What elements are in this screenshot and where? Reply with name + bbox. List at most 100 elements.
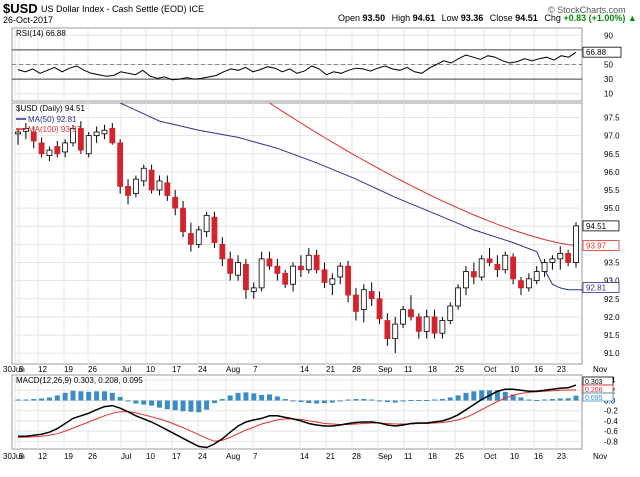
macd-histogram-bar [125, 400, 131, 402]
macd-histogram-bar [219, 398, 225, 401]
rsi-tick-label: 30 [604, 75, 613, 84]
macd-tick-label: -0.2 [604, 407, 618, 416]
macd-histogram-bar [424, 400, 430, 402]
candle-down [368, 291, 375, 300]
candle-up [423, 316, 430, 332]
candle-down [211, 216, 218, 243]
x-tick-label-bottom: 24 [198, 452, 207, 461]
ma50-badge-label: 92.81 [586, 284, 607, 293]
macd-histogram-bar [557, 398, 563, 401]
rsi-legend: RSI(14) 66.88 [16, 29, 66, 38]
price-tick-label: 97.5 [604, 114, 620, 123]
candle-up [85, 135, 92, 155]
chg-value: +0.83 (+1.00%) [563, 13, 626, 23]
candle-up [502, 254, 509, 271]
x-tick-label: Jul [121, 365, 131, 374]
x-tick-label: 23 [557, 365, 566, 374]
macd-histogram-bar [70, 390, 76, 401]
candle-down [376, 298, 383, 320]
candle-up [235, 262, 241, 276]
candle-down [384, 320, 391, 340]
x-tick-label-bottom: Oct [484, 452, 497, 461]
candle-up [305, 254, 312, 271]
macd-histogram-bar [172, 400, 178, 411]
candle-up [463, 271, 469, 289]
macd-histogram-bar [369, 399, 375, 401]
low-value: 93.36 [460, 13, 484, 23]
x-tick-label-bottom: 10 [146, 452, 155, 461]
candle-up [93, 131, 100, 137]
candle-down [30, 131, 37, 142]
macd-histogram-bar [235, 392, 241, 401]
candle-down [345, 265, 351, 296]
candle-up [290, 265, 296, 285]
macd-histogram-bar [510, 394, 516, 401]
candle-down [164, 182, 171, 196]
price-panel: 97.597.096.596.095.595.094.594.093.593.0… [11, 102, 620, 365]
candle-up [400, 309, 406, 325]
x-tick-label: 17 [172, 365, 181, 374]
x-tick-label: 18 [428, 365, 437, 374]
candle-up [337, 265, 344, 278]
price-tick-label: 95.0 [604, 204, 620, 213]
candle-up [195, 229, 202, 245]
price-tick-label: 93.5 [604, 259, 620, 268]
candle-up [525, 278, 532, 289]
candle-down [125, 185, 131, 196]
macd-histogram-bar [39, 398, 45, 401]
macd-histogram-bar [196, 400, 202, 413]
x-tick-label: 24 [198, 365, 207, 374]
x-tick-label-bottom: 26 [88, 452, 97, 461]
candle-up [549, 258, 556, 263]
candle-down [494, 263, 501, 271]
x-tick-label: Sep [378, 365, 393, 374]
ma50-line [119, 102, 600, 291]
rsi-last-badge [582, 46, 622, 58]
x-tick-label: 25 [455, 365, 464, 374]
macd-histogram-bar [322, 400, 328, 404]
candle-down [298, 265, 304, 271]
candle-up [455, 287, 462, 307]
candle-down [117, 142, 124, 187]
macd-histogram-bar [471, 391, 477, 401]
candle-down [321, 269, 328, 283]
candle-down [470, 271, 477, 278]
macd-histogram-bar [306, 400, 312, 404]
rsi-tick-label: 90 [604, 31, 613, 40]
macd-histogram-bar [416, 400, 422, 402]
x-tick-label: 5 [19, 365, 24, 374]
price-tick-label: 97.0 [604, 132, 620, 141]
price-tick-label: 92.0 [604, 313, 620, 322]
macd-histogram-bar [329, 400, 335, 403]
macd-histogram-bar [526, 399, 532, 401]
macd-histogram-bar [117, 396, 123, 401]
x-tick-label-bottom: 18 [428, 452, 437, 461]
x-tick-label-bottom: 23 [557, 452, 566, 461]
macd-histogram-bar [384, 400, 390, 403]
x-tick-label: 30Jun [3, 365, 25, 374]
macd-histogram-bar [109, 392, 115, 401]
x-tick-label-bottom: 10 [510, 452, 519, 461]
macd-histogram-bar [400, 400, 406, 402]
rsi-tick-label: 50 [604, 61, 613, 70]
price-tick-label: 95.5 [604, 186, 620, 195]
x-tick-label-bottom: 30Jun [3, 452, 25, 461]
macd-histogram-bar [502, 391, 508, 401]
x-tick-label: 26 [88, 365, 97, 374]
price-tick-label: 96.0 [604, 168, 620, 177]
close-value: 94.51 [515, 13, 538, 23]
price-tick-label: 91.5 [604, 331, 620, 340]
candle-up [541, 262, 548, 272]
quote-date: 26-Oct-2017 [3, 15, 54, 25]
candle-up [101, 129, 108, 135]
candle-up [573, 225, 579, 263]
macd-histogram-bar [392, 400, 398, 403]
macd-histogram-bar [23, 399, 29, 401]
macd-histogram-bar [259, 394, 265, 401]
macd-tick-label: -0.6 [604, 427, 618, 436]
ma100-badge [582, 240, 620, 251]
candle-up [478, 258, 485, 278]
rsi-last-badge-label: 66.88 [586, 48, 607, 57]
macd-histogram-bar [101, 391, 107, 401]
